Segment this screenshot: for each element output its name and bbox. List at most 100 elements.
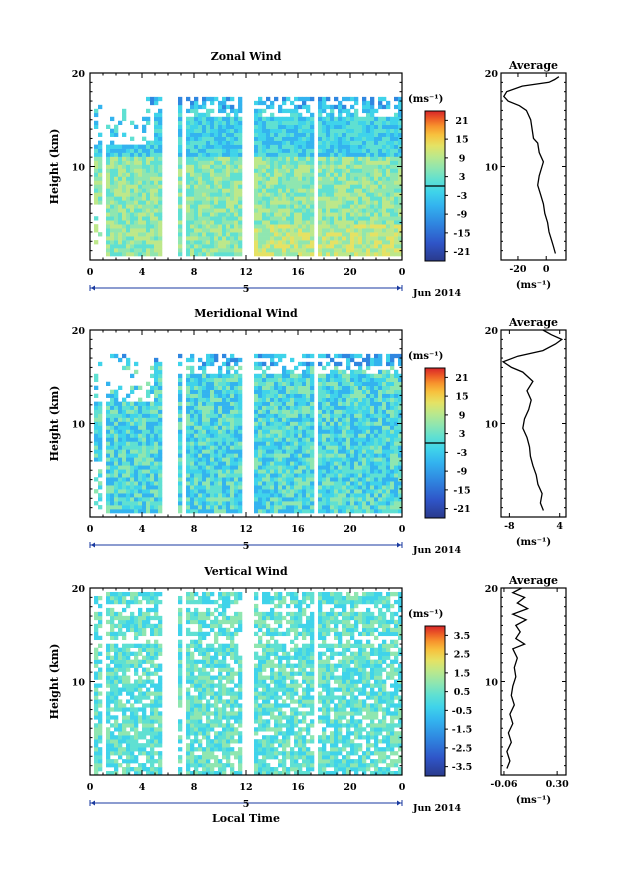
heatmap-cell — [218, 382, 222, 386]
heatmap-cell — [178, 252, 182, 256]
heatmap-cell — [114, 453, 118, 457]
heatmap-cells — [94, 354, 402, 513]
heatmap-cell — [382, 497, 386, 501]
heatmap-cell — [238, 224, 242, 228]
heatmap-cell — [310, 208, 314, 212]
heatmap-cell — [394, 157, 398, 161]
heatmap-cell — [118, 228, 122, 232]
heatmap-cell — [378, 501, 382, 505]
heatmap-cell — [218, 370, 222, 374]
heatmap-cell — [218, 461, 222, 465]
heatmap-cell — [230, 224, 234, 228]
heatmap-cell — [390, 208, 394, 212]
heatmap-cell — [126, 149, 130, 153]
heatmap-cell — [218, 505, 222, 509]
heatmap-cell — [334, 105, 338, 109]
heatmap-cell — [106, 208, 110, 212]
heatmap-cell — [274, 386, 278, 390]
heatmap-cell — [238, 382, 242, 386]
heatmap-cell — [294, 402, 298, 406]
heatmap-cell — [218, 121, 222, 125]
heatmap-cell — [230, 149, 234, 153]
heatmap-cell — [334, 398, 338, 402]
heatmap-cell — [370, 204, 374, 208]
heatmap-cell — [154, 244, 158, 248]
heatmap-cell — [346, 180, 350, 184]
heatmap-cell — [378, 469, 382, 473]
heatmap-cell — [298, 410, 302, 414]
heatmap-cell — [358, 457, 362, 461]
heatmap-cell — [202, 418, 206, 422]
heatmap-cell — [214, 97, 218, 101]
heatmap-cell — [370, 208, 374, 212]
heatmap-cell — [270, 453, 274, 457]
heatmap-cell — [214, 208, 218, 212]
average-y-tick-label: 20 — [485, 69, 499, 80]
heatmap-cell — [214, 244, 218, 248]
heatmap-cell — [358, 394, 362, 398]
heatmap-cell — [234, 153, 238, 157]
heatmap-cell — [142, 477, 146, 481]
heatmap-cell — [318, 204, 322, 208]
heatmap-cell — [122, 232, 126, 236]
heatmap-cell — [342, 109, 346, 113]
heatmap-cell — [218, 477, 222, 481]
heatmap-cell — [214, 236, 218, 240]
heatmap-cell — [150, 228, 154, 232]
heatmap-cell — [226, 422, 230, 426]
heatmap-cell — [362, 145, 366, 149]
heatmap-cell — [186, 382, 190, 386]
heatmap-cell — [274, 410, 278, 414]
heatmap-cell — [134, 145, 138, 149]
heatmap-cell — [118, 418, 122, 422]
heatmap-cell — [390, 374, 394, 378]
heatmap-cell — [326, 469, 330, 473]
heatmap-cell — [142, 501, 146, 505]
heatmap-cell — [226, 465, 230, 469]
heatmap-cell — [130, 145, 134, 149]
heatmap-cell — [298, 398, 302, 402]
heatmap-cell — [322, 386, 326, 390]
heatmap-cell — [206, 362, 210, 366]
heatmap-cell — [114, 133, 118, 137]
heatmap-cell — [130, 176, 134, 180]
heatmap-cell — [290, 180, 294, 184]
heatmap-cell — [270, 248, 274, 252]
heatmap-cell — [338, 176, 342, 180]
heatmap-cell — [218, 509, 222, 513]
heatmap-cell — [286, 473, 290, 477]
heatmap-cell — [186, 200, 190, 204]
heatmap-cell — [386, 172, 390, 176]
heatmap-cell — [350, 418, 354, 422]
heatmap-cell — [374, 497, 378, 501]
heatmap-cell — [382, 453, 386, 457]
heatmap-cell — [330, 422, 334, 426]
heatmap-cell — [178, 477, 182, 481]
heatmap-cell — [126, 192, 130, 196]
heatmap-cell — [338, 192, 342, 196]
heatmap-cell — [142, 117, 146, 121]
heatmap-cell — [370, 113, 374, 117]
heatmap-cell — [210, 414, 214, 418]
heatmap-cell — [310, 121, 314, 125]
heatmap-cell — [326, 433, 330, 437]
heatmap-cell — [218, 200, 222, 204]
heatmap-cell — [258, 386, 262, 390]
heatmap-cell — [158, 145, 162, 149]
heatmap-cell — [382, 248, 386, 252]
heatmap-cell — [218, 117, 222, 121]
heatmap-cell — [290, 204, 294, 208]
heatmap-cell — [186, 145, 190, 149]
heatmap-cell — [338, 212, 342, 216]
heatmap-cell — [134, 457, 138, 461]
heatmap-cell — [210, 497, 214, 501]
heatmap-cell — [94, 429, 98, 433]
heatmap-cell — [154, 101, 158, 105]
heatmap-cell — [258, 437, 262, 441]
heatmap-cell — [254, 109, 258, 113]
heatmap-cell — [234, 425, 238, 429]
heatmap-cell — [106, 699, 110, 703]
heatmap-cell — [226, 473, 230, 477]
heatmap-cell — [330, 121, 334, 125]
heatmap-cell — [370, 137, 374, 141]
